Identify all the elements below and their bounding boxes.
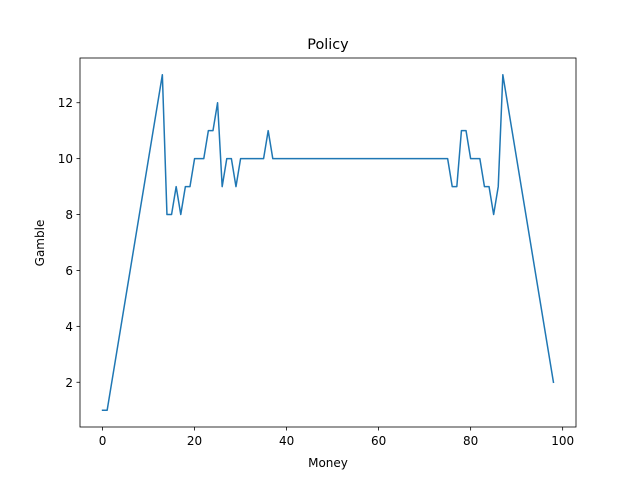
y-axis-ticks: 2 4 6 8 10 12	[58, 96, 80, 390]
y-tick-label: 10	[58, 152, 73, 166]
chart-title: Policy	[307, 37, 349, 53]
axes-frame	[79, 57, 577, 428]
x-tick-label: 60	[371, 434, 386, 448]
y-tick-label: 4	[65, 320, 73, 334]
plot-area	[79, 57, 577, 428]
series-line	[101, 74, 555, 411]
x-axis-ticks: 0 20 40 60 80 100	[99, 427, 574, 448]
x-tick-label: 0	[99, 434, 107, 448]
x-tick-label: 20	[187, 434, 202, 448]
y-tick-label: 2	[65, 376, 73, 390]
x-tick-label: 100	[551, 434, 574, 448]
y-tick-label: 8	[65, 208, 73, 222]
y-tick-label: 12	[58, 96, 73, 110]
y-tick-label: 6	[65, 264, 73, 278]
x-axis-label: Money	[308, 456, 348, 470]
y-axis-label: Gamble	[33, 220, 47, 267]
x-tick-label: 40	[279, 434, 294, 448]
x-tick-label: 80	[463, 434, 478, 448]
